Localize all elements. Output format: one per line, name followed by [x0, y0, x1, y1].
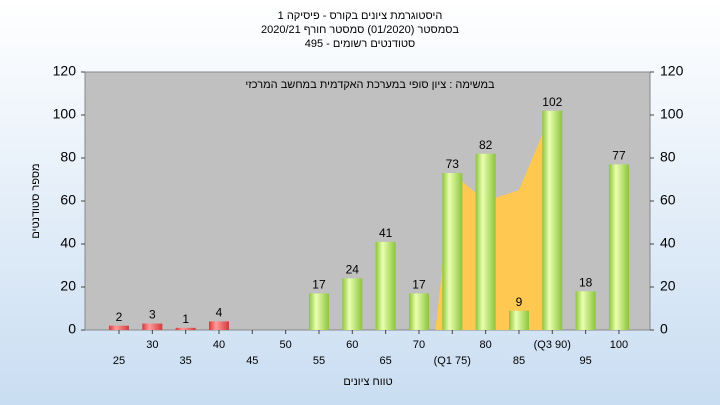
x-tick-label: 55: [313, 355, 325, 367]
bar: [408, 293, 429, 330]
value-label: 73: [446, 157, 460, 171]
x-tick-label: 50: [280, 339, 292, 351]
y2-tick-label: 100: [660, 106, 684, 122]
x-tick-label: (Q3 90): [534, 339, 571, 351]
value-label: 102: [542, 95, 562, 109]
x-tick-label: 35: [180, 355, 192, 367]
x-axis-label: טווח ציונים: [343, 376, 392, 388]
y-tick-label: 40: [60, 235, 76, 251]
x-tick-label: 45: [246, 355, 258, 367]
bar: [442, 173, 463, 330]
bar: [342, 278, 363, 330]
chart-subtitle: סטודנטים רשומים - 495: [305, 38, 416, 50]
x-tick-label: 95: [579, 355, 591, 367]
x-tick-label: 40: [213, 339, 225, 351]
x-tick-label: (Q1 75): [434, 355, 471, 367]
x-tick-label: 65: [380, 355, 392, 367]
value-label: 1: [182, 312, 189, 326]
x-tick-label: 70: [413, 339, 425, 351]
bar: [375, 241, 396, 330]
y2-tick-label: 20: [660, 278, 676, 294]
y-axis-label: מספר סטודנטים: [30, 163, 42, 238]
x-tick-label: 30: [146, 339, 158, 351]
value-label: 17: [312, 278, 326, 292]
y-tick-label: 20: [60, 278, 76, 294]
value-label: 41: [379, 226, 393, 240]
value-label: 82: [479, 138, 493, 152]
bar: [142, 323, 163, 330]
value-label: 4: [216, 306, 223, 320]
bar: [542, 110, 563, 330]
y-tick-label: 0: [68, 321, 76, 337]
chart-subtitle: בסמסטר (01/2020) סמסטר חורף 2020/21: [261, 24, 459, 36]
x-tick-label: 25: [113, 355, 125, 367]
y-tick-label: 80: [60, 149, 76, 165]
bar: [475, 153, 496, 330]
y-tick-label: 120: [53, 63, 77, 79]
y-tick-label: 60: [60, 192, 76, 208]
bar: [175, 327, 196, 330]
annotation: במשימה : ציון סופי במערכת האקדמית במחשב …: [245, 79, 495, 91]
x-tick-label: 85: [513, 355, 525, 367]
bar: [575, 291, 596, 330]
y-tick-label: 100: [53, 106, 77, 122]
value-label: 24: [346, 263, 360, 277]
value-label: 17: [412, 278, 426, 292]
x-tick-label: 100: [610, 339, 628, 351]
y2-tick-label: 40: [660, 235, 676, 251]
bar: [608, 164, 629, 330]
bar: [308, 293, 329, 330]
chart-title: היסטוגרמת ציונים בקורס - פיסיקה 1: [278, 10, 443, 22]
y2-tick-label: 0: [660, 321, 668, 337]
y2-tick-label: 80: [660, 149, 676, 165]
value-label: 3: [149, 308, 156, 322]
area: [435, 110, 561, 330]
x-tick-label: 80: [480, 339, 492, 351]
y2-tick-label: 60: [660, 192, 676, 208]
plot-area: [84, 71, 651, 331]
value-label: 9: [516, 295, 523, 309]
value-label: 18: [579, 275, 593, 289]
y2-tick-label: 120: [660, 63, 684, 79]
value-label: 2: [116, 310, 123, 324]
bar: [208, 321, 229, 330]
bar: [508, 310, 529, 330]
bar: [109, 325, 129, 330]
value-label: 77: [612, 149, 626, 163]
x-tick-label: 60: [346, 339, 358, 351]
